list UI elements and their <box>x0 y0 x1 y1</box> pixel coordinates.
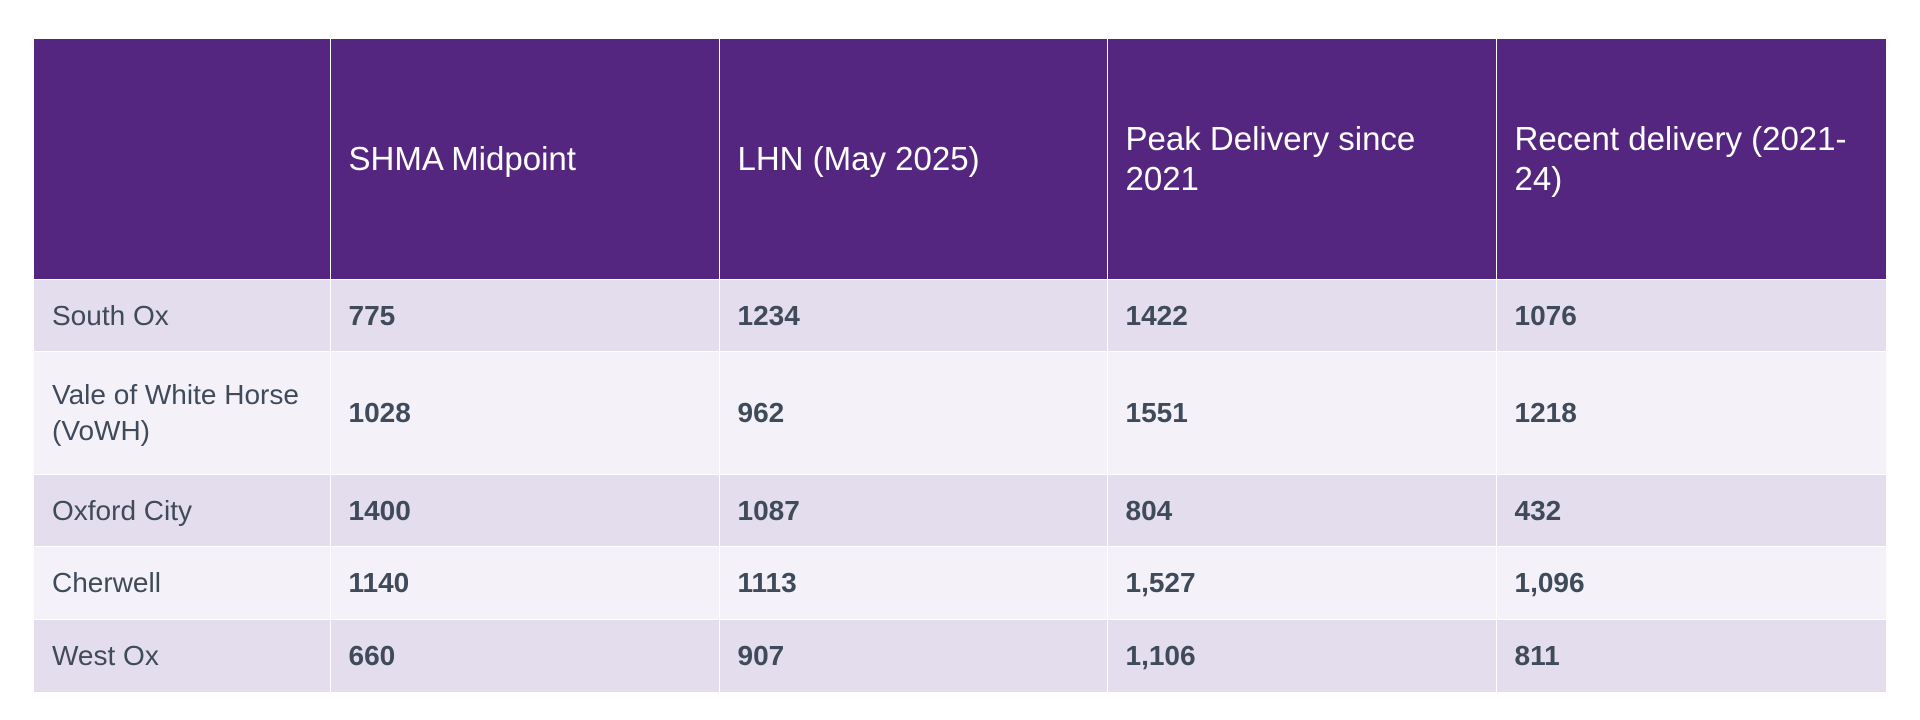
value-cell: 1,096 <box>1495 546 1886 620</box>
value-cell: 1140 <box>329 546 719 620</box>
table-row: Oxford City 1400 1087 804 432 <box>34 474 1886 547</box>
value-cell: 1234 <box>718 279 1107 352</box>
header-cell-peak-delivery: Peak Delivery since 2021 <box>1106 39 1496 280</box>
value-cell: 811 <box>1495 619 1886 692</box>
value-cell: 1087 <box>718 474 1107 547</box>
table-row: South Ox 775 1234 1422 1076 <box>34 279 1886 352</box>
value-cell: 962 <box>718 351 1107 475</box>
header-row: SHMA Midpoint LHN (May 2025) Peak Delive… <box>34 39 1886 280</box>
value-cell: 1113 <box>718 546 1107 620</box>
value-cell: 775 <box>329 279 719 352</box>
value-cell: 804 <box>1106 474 1496 547</box>
value-cell: 1,106 <box>1106 619 1496 692</box>
row-label-cell: Vale of White Horse (VoWH) <box>34 351 330 475</box>
row-label-cell: Oxford City <box>34 474 330 547</box>
table-row: Vale of White Horse (VoWH) 1028 962 1551 121… <box>34 351 1886 475</box>
value-cell: 1551 <box>1106 351 1496 475</box>
housing-delivery-table: SHMA Midpoint LHN (May 2025) Peak Delive… <box>34 39 1886 692</box>
row-label-cell: Cherwell <box>34 546 330 620</box>
table-row: West Ox 660 907 1,106 811 <box>34 619 1886 692</box>
value-cell: 907 <box>718 619 1107 692</box>
value-cell: 1400 <box>329 474 719 547</box>
table-row: Cherwell 1140 1113 1,527 1,096 <box>34 546 1886 620</box>
header-cell-area <box>34 39 330 280</box>
value-cell: 1,527 <box>1106 546 1496 620</box>
header-cell-lhn: LHN (May 2025) <box>718 39 1107 280</box>
header-cell-recent-delivery: Recent delivery (2021-24) <box>1495 39 1886 280</box>
value-cell: 1076 <box>1495 279 1886 352</box>
value-cell: 660 <box>329 619 719 692</box>
row-label-cell: South Ox <box>34 279 330 352</box>
value-cell: 1028 <box>329 351 719 475</box>
row-label-cell: West Ox <box>34 619 330 692</box>
value-cell: 432 <box>1495 474 1886 547</box>
value-cell: 1218 <box>1495 351 1886 475</box>
header-cell-shma-midpoint: SHMA Midpoint <box>329 39 719 280</box>
value-cell: 1422 <box>1106 279 1496 352</box>
